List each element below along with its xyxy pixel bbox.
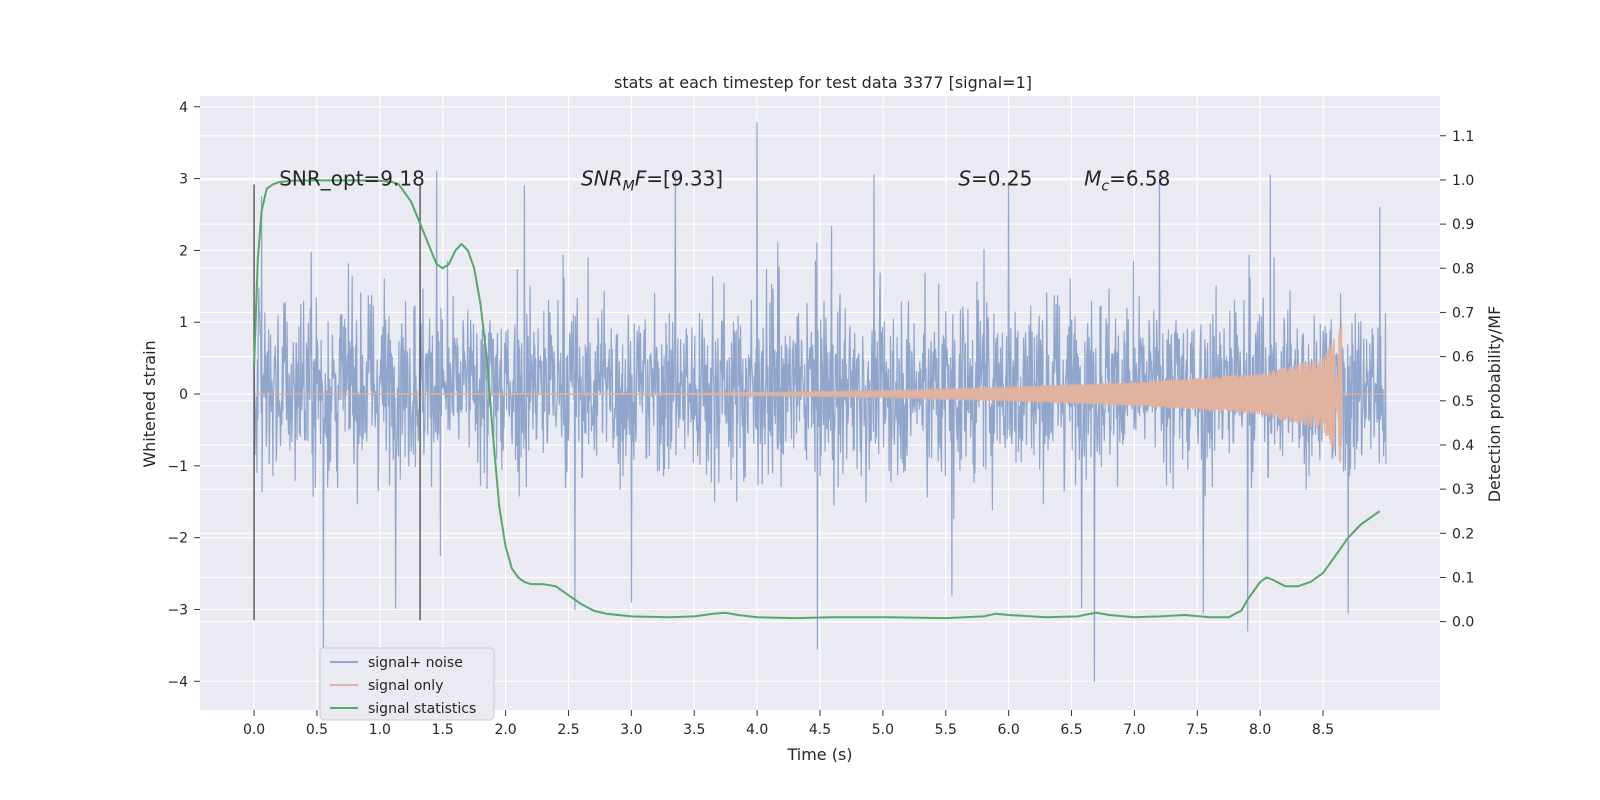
x-tick-label-17: 8.5	[1312, 722, 1334, 738]
y-left-tick-label-1: −3	[167, 602, 188, 618]
legend-box	[319, 647, 495, 721]
signal-only-series	[253, 322, 1386, 463]
legend-label-signal-only: signal only	[368, 678, 443, 694]
annotation-3: Mc=6.58	[1084, 167, 1170, 195]
x-axis-ticks: 0.0 0.5 1.0 1.5 2.0 2.5 3.0 3.5 4.0 4.5 5.0 5.5 6.0 6…	[243, 710, 1334, 738]
x-tick-label-8: 4.0	[746, 722, 768, 738]
x-tick-label-14: 7.0	[1123, 722, 1145, 738]
y-left-tick-label-7: 3	[179, 172, 188, 188]
y-left-tick-label-8: 4	[179, 100, 188, 116]
annotations: SNR_opt=9.18 SNRMF=[9.33] S=0.25 Mc=6.58	[279, 167, 1170, 195]
legend-label-signal-noise: signal+ noise	[368, 655, 463, 671]
x-tick-label-1: 0.5	[306, 722, 328, 738]
x-tick-label-15: 7.5	[1186, 722, 1208, 738]
y-left-axis-ticks: −4 −3 −2 −1 0 1 2 3 4	[167, 100, 200, 690]
x-tick-label-2: 1.0	[369, 722, 391, 738]
y-right-tick-label-3: 0.3	[1452, 482, 1474, 498]
y-right-tick-label-10: 1.0	[1452, 173, 1474, 189]
x-tick-label-6: 3.0	[620, 722, 642, 738]
y-left-tick-label-4: 0	[179, 387, 188, 403]
y-left-tick-label-5: 1	[179, 315, 188, 331]
y-left-tick-label-6: 2	[179, 243, 188, 259]
annotation-0: SNR_opt=9.18	[279, 167, 425, 191]
signal-only-line	[253, 322, 1386, 463]
y-left-tick-label-2: −2	[167, 531, 188, 547]
x-tick-label-3: 1.5	[432, 722, 454, 738]
y-right-tick-label-7: 0.7	[1452, 305, 1474, 321]
y-right-tick-label-2: 0.2	[1452, 526, 1474, 542]
x-axis-label: Time (s)	[786, 745, 852, 764]
x-tick-label-10: 5.0	[872, 722, 894, 738]
vertical-markers	[253, 184, 421, 621]
x-tick-label-9: 4.5	[809, 722, 831, 738]
x-tick-label-12: 6.0	[998, 722, 1020, 738]
y-right-tick-label-11: 1.1	[1452, 129, 1474, 145]
annotation-2: S=0.25	[958, 167, 1032, 191]
y-right-tick-label-8: 0.8	[1452, 261, 1474, 277]
x-tick-label-11: 5.5	[935, 722, 957, 738]
y-right-tick-label-6: 0.6	[1452, 350, 1474, 366]
y-right-tick-label-5: 0.5	[1452, 394, 1474, 410]
x-tick-label-5: 2.5	[557, 722, 579, 738]
y-right-tick-label-9: 0.9	[1452, 217, 1474, 233]
x-tick-label-4: 2.0	[494, 722, 516, 738]
y-left-tick-label-3: −1	[167, 459, 188, 475]
y-right-tick-label-0: 0.0	[1452, 615, 1474, 631]
y-left-tick-label-0: −4	[167, 674, 188, 690]
y-axis-label-left: Whitened strain	[140, 340, 159, 467]
x-tick-label-0: 0.0	[243, 722, 265, 738]
x-tick-label-16: 8.0	[1249, 722, 1271, 738]
annotation-1: SNRMF=[9.33]	[581, 167, 723, 195]
y-right-axis-ticks: 0.0 0.1 0.2 0.3 0.4 0.5 0.6 0.7 0.8 0.9 1.0 1.1	[1440, 129, 1474, 631]
y-right-tick-label-1: 0.1	[1452, 570, 1474, 586]
x-tick-label-13: 6.5	[1060, 722, 1082, 738]
y-axis-label-right: Detection probability/MF	[1485, 306, 1504, 503]
chart-title: stats at each timestep for test data 337…	[614, 73, 1032, 92]
signal-statistics-series	[253, 179, 1381, 620]
legend: signal+ noise signal only signal statist…	[319, 647, 495, 721]
signal-statistics-line	[253, 179, 1381, 620]
x-tick-label-7: 3.5	[683, 722, 705, 738]
y-right-tick-label-4: 0.4	[1452, 438, 1474, 454]
legend-label-signal-statistics: signal statistics	[368, 701, 476, 717]
